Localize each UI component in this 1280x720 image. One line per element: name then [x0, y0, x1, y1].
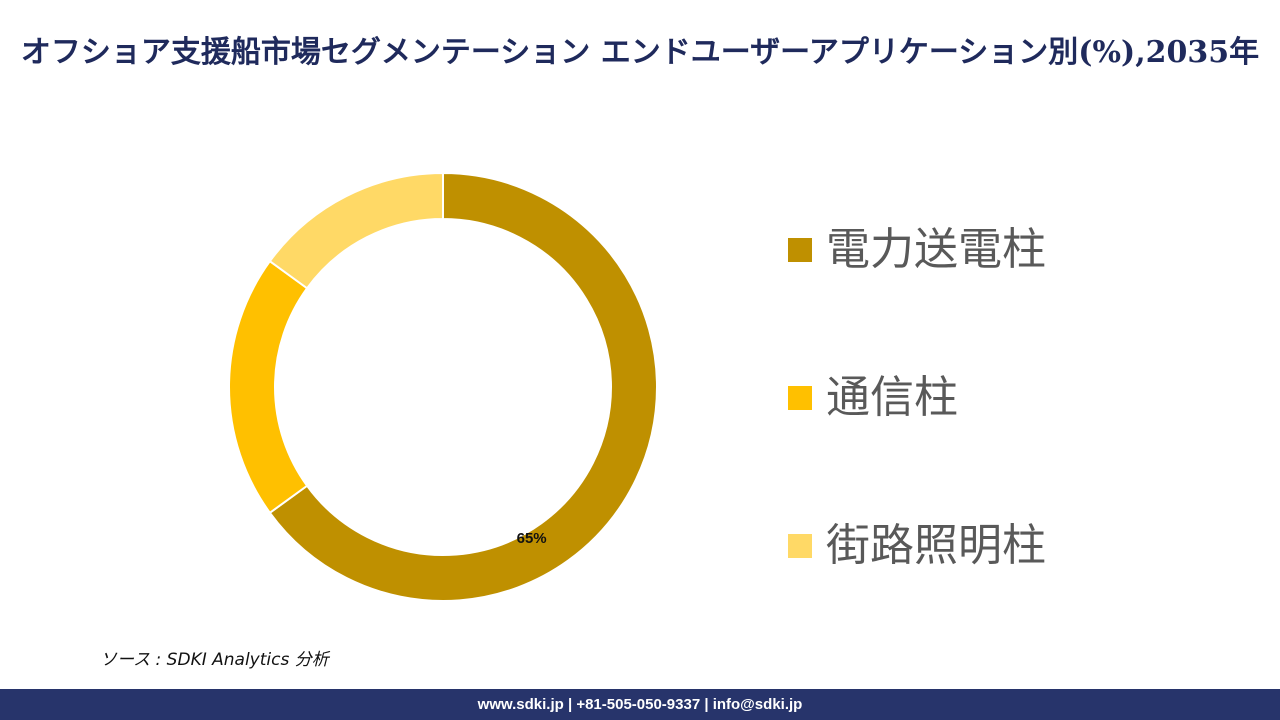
source-note: ソース : SDKI Analytics 分析 [100, 650, 329, 670]
legend-swatch [788, 534, 812, 558]
donut-slice-1 [268, 171, 658, 602]
legend-item-telecom-pole: 通信柱 [788, 363, 958, 433]
data-label-1: 65% [517, 530, 547, 547]
legend-swatch [788, 386, 812, 410]
footer-bar: www.sdki.jp | +81-505-050-9337 | info@sd… [0, 689, 1280, 720]
legend-label: 通信柱 [826, 372, 958, 423]
donut-slice-3 [268, 171, 444, 290]
chart-title: オフショア支援船市場セグメンテーション エンドユーザーアプリケーション別(%),… [20, 35, 1260, 70]
legend-swatch [788, 238, 812, 262]
legend-item-power-transmission-pole: 電力送電柱 [788, 215, 1046, 285]
legend-label: 電力送電柱 [826, 224, 1046, 275]
donut-slice-2 [228, 259, 309, 515]
footer-contact: www.sdki.jp | +81-505-050-9337 | info@sd… [477, 696, 803, 713]
legend-label: 街路照明柱 [826, 520, 1046, 571]
legend-item-street-light-pole: 街路照明柱 [788, 511, 1046, 581]
